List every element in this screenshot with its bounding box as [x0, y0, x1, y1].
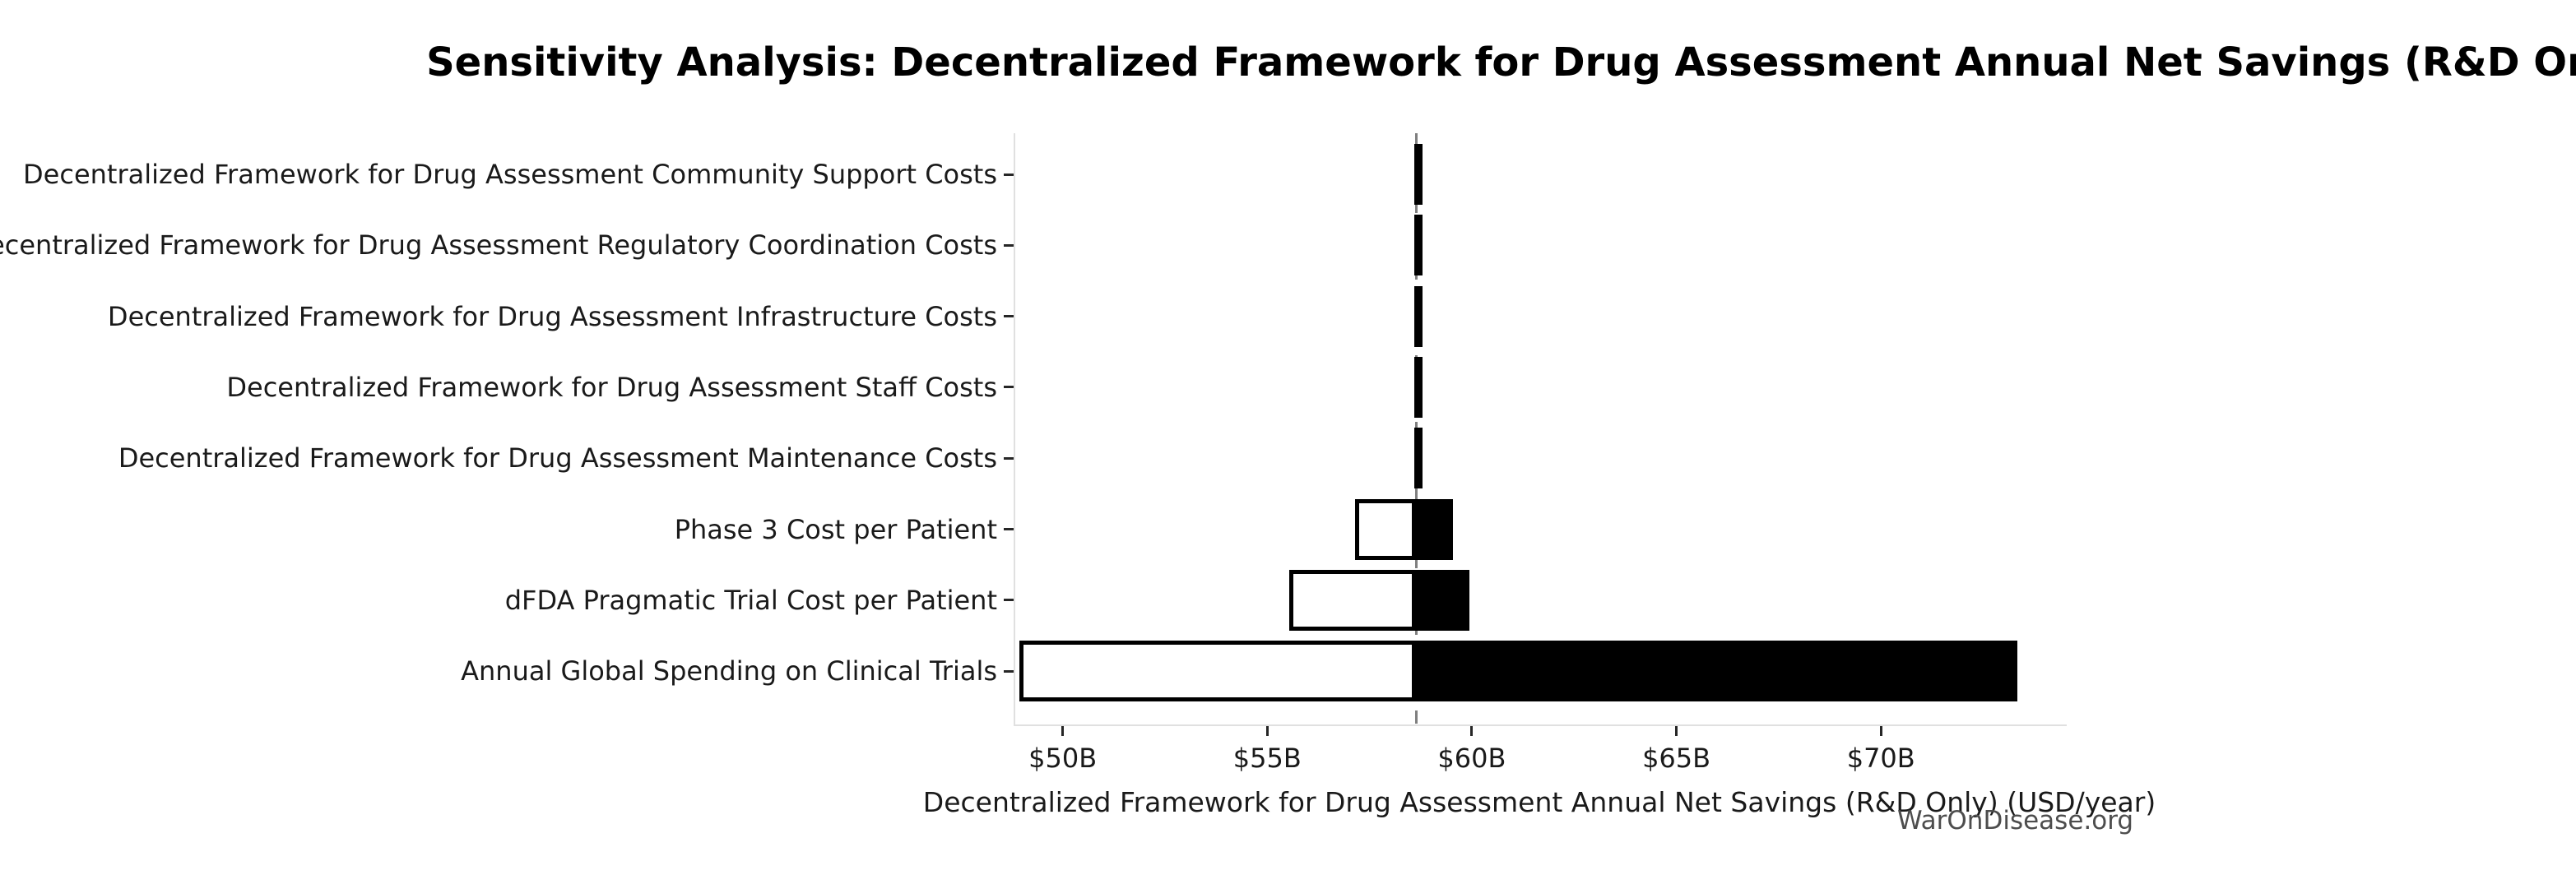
y-axis-label-6: dFDA Pragmatic Trial Cost per Patient — [504, 584, 997, 616]
bar-high-2 — [1416, 285, 1418, 347]
x-tick-2 — [1470, 726, 1474, 736]
bar-high-5 — [1416, 498, 1454, 560]
bar-high-4 — [1416, 428, 1418, 489]
x-tick-label-2: $60B — [1437, 743, 1506, 774]
y-tick-7 — [1004, 669, 1014, 673]
y-axis-label-4: Decentralized Framework for Drug Assessm… — [118, 442, 997, 474]
x-axis-label: Decentralized Framework for Drug Assessm… — [922, 786, 2156, 818]
y-axis-label-1: Decentralized Framework for Drug Assessm… — [0, 229, 997, 261]
x-tick-label-1: $55B — [1232, 743, 1302, 774]
y-axis-label-0: Decentralized Framework for Drug Assessm… — [23, 159, 997, 190]
bar-low-7 — [1019, 641, 1417, 702]
x-tick-label-0: $50B — [1028, 743, 1098, 774]
y-axis-label-3: Decentralized Framework for Drug Assessm… — [226, 371, 997, 403]
y-tick-3 — [1004, 386, 1014, 389]
plot-area — [1014, 133, 2067, 726]
bar-high-1 — [1416, 215, 1418, 276]
bar-high-3 — [1416, 356, 1418, 418]
x-tick-label-4: $70B — [1846, 743, 1915, 774]
y-tick-1 — [1004, 243, 1014, 247]
bar-high-6 — [1416, 569, 1469, 631]
x-tick-0 — [1061, 726, 1065, 736]
bar-high-0 — [1416, 144, 1418, 205]
y-tick-5 — [1004, 528, 1014, 530]
x-tick-4 — [1879, 726, 1882, 736]
bar-low-5 — [1354, 498, 1417, 560]
x-tick-3 — [1675, 726, 1678, 736]
chart-title: Sensitivity Analysis: Decentralized Fram… — [426, 39, 2576, 86]
y-axis-label-2: Decentralized Framework for Drug Assessm… — [107, 300, 997, 332]
y-tick-6 — [1004, 599, 1014, 602]
y-axis-label-7: Annual Global Spending on Clinical Trial… — [461, 655, 997, 687]
x-tick-label-3: $65B — [1642, 743, 1711, 774]
watermark-text: WarOnDisease.org — [1897, 806, 2134, 835]
bar-low-6 — [1289, 569, 1417, 631]
y-tick-4 — [1004, 456, 1014, 460]
bar-high-7 — [1416, 641, 2018, 702]
y-tick-0 — [1004, 173, 1014, 176]
x-tick-1 — [1265, 726, 1269, 736]
y-axis-label-5: Phase 3 Cost per Patient — [674, 513, 997, 545]
y-tick-2 — [1004, 315, 1014, 318]
